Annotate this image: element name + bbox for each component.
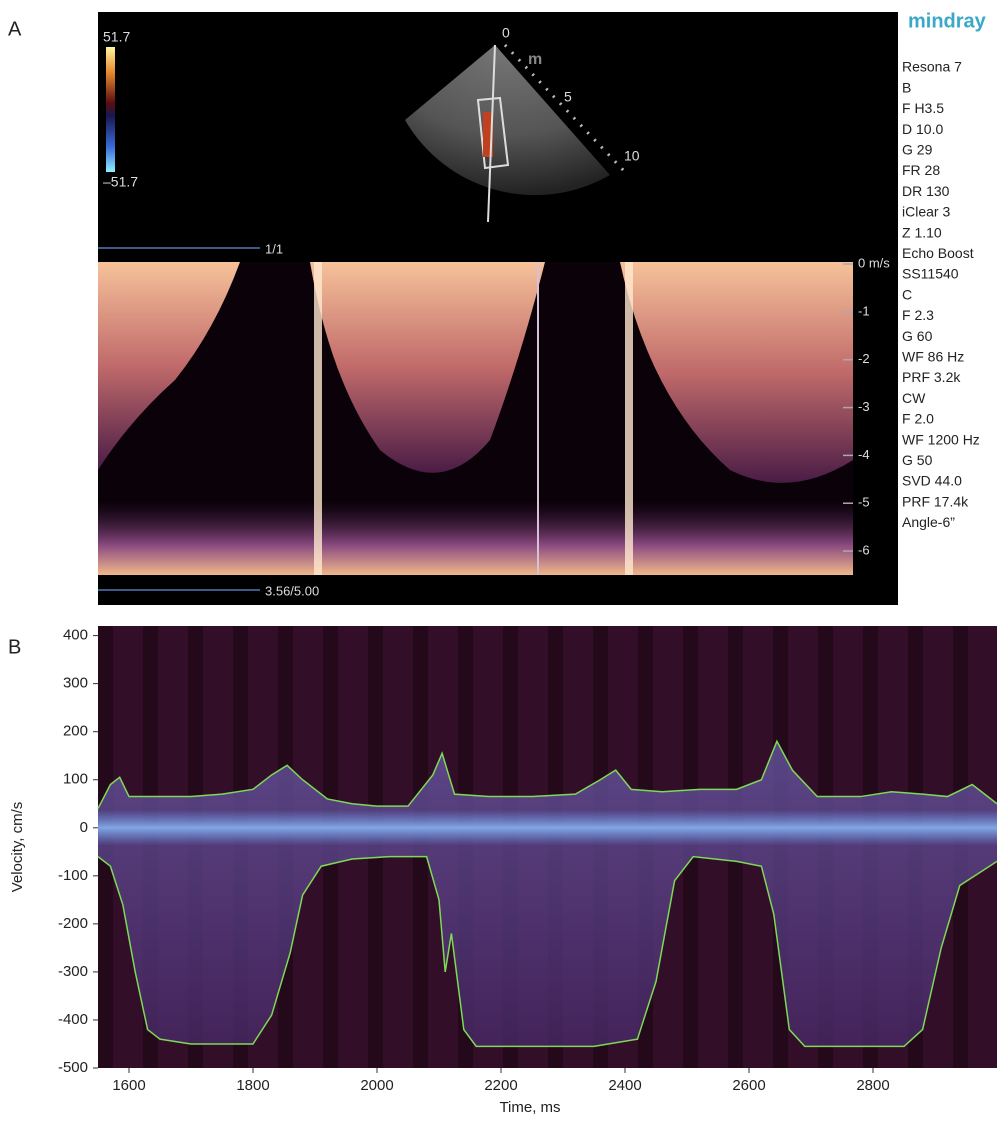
setting: SVD 44.0 xyxy=(902,473,962,489)
x-tick-label: 2400 xyxy=(608,1077,641,1094)
y-tick-label: -400 xyxy=(58,1011,88,1028)
setting: C xyxy=(902,286,912,302)
zero-band xyxy=(98,810,997,846)
setting: Angle-6” xyxy=(902,514,955,530)
depth-label: 5 xyxy=(564,89,572,105)
y-tick-label: -500 xyxy=(58,1059,88,1076)
setting: SS11540 xyxy=(902,266,959,282)
frame-label: 1/1 xyxy=(265,241,283,256)
valve-click xyxy=(625,262,633,575)
color-bar xyxy=(106,47,115,172)
setting: B xyxy=(902,79,911,95)
x-axis-label: Time, ms xyxy=(499,1099,560,1116)
panel-a: mindray 51.7 –51.7 0 5 10 m 1/1 3.56/5.0… xyxy=(98,10,987,605)
y-tick-label: -200 xyxy=(58,915,88,932)
figure: A mindray 51.7 –51.7 0 5 10 m 1/1 3.56/5… xyxy=(0,0,997,1120)
velocity-tick-label: -1 xyxy=(858,303,870,318)
setting: D 10.0 xyxy=(902,121,943,137)
x-tick-label: 2600 xyxy=(732,1077,765,1094)
setting: DR 130 xyxy=(902,183,950,199)
y-axis-label: Velocity, cm/s xyxy=(9,802,26,893)
setting: FR 28 xyxy=(902,162,940,178)
doppler-baseline-noise xyxy=(98,500,853,575)
x-tick-label: 1800 xyxy=(236,1077,269,1094)
panel-label: B xyxy=(8,636,21,658)
y-tick-label: 0 xyxy=(80,819,88,836)
x-tick-label: 1600 xyxy=(112,1077,145,1094)
setting: WF 1200 Hz xyxy=(902,431,980,447)
valve-click xyxy=(314,262,322,575)
setting: Z 1.10 xyxy=(902,224,942,240)
y-tick-label: 100 xyxy=(63,771,88,788)
sweep-label: 3.56/5.00 xyxy=(265,583,319,598)
y-tick-label: 400 xyxy=(63,627,88,644)
setting: PRF 3.2k xyxy=(902,369,961,385)
depth-label: 10 xyxy=(624,148,640,164)
y-tick-label: 200 xyxy=(63,723,88,740)
setting: Resona 7 xyxy=(902,59,962,75)
setting: G 29 xyxy=(902,142,933,158)
y-tick-label: -300 xyxy=(58,963,88,980)
velocity-tick-label: 0 m/s xyxy=(858,255,890,270)
setting: iClear 3 xyxy=(902,204,950,220)
setting: WF 86 Hz xyxy=(902,349,964,365)
x-tick-label: 2000 xyxy=(360,1077,393,1094)
depth-label: 0 xyxy=(502,25,510,41)
velocity-tick-label: -5 xyxy=(858,495,870,510)
setting: F H3.5 xyxy=(902,100,944,116)
setting: PRF 17.4k xyxy=(902,493,969,509)
setting: CW xyxy=(902,390,926,406)
panel-label: A xyxy=(8,18,22,40)
y-tick-label: -100 xyxy=(58,867,88,884)
setting: Echo Boost xyxy=(902,245,974,261)
velocity-tick-label: -3 xyxy=(858,399,870,414)
setting: G 60 xyxy=(902,328,933,344)
setting: F 2.0 xyxy=(902,411,934,427)
velocity-tick-label: -6 xyxy=(858,543,870,558)
colorbar-label: –51.7 xyxy=(103,174,138,190)
velocity-tick-label: -4 xyxy=(858,447,870,462)
x-tick-label: 2800 xyxy=(856,1077,889,1094)
setting: G 50 xyxy=(902,452,933,468)
brand: mindray xyxy=(908,10,987,32)
probe-mark: m xyxy=(528,51,542,68)
y-tick-label: 300 xyxy=(63,675,88,692)
setting: F 2.3 xyxy=(902,307,934,323)
panel-b xyxy=(98,626,997,1068)
velocity-tick-label: -2 xyxy=(858,351,870,366)
colorbar-label: 51.7 xyxy=(103,29,130,45)
x-tick-label: 2200 xyxy=(484,1077,517,1094)
